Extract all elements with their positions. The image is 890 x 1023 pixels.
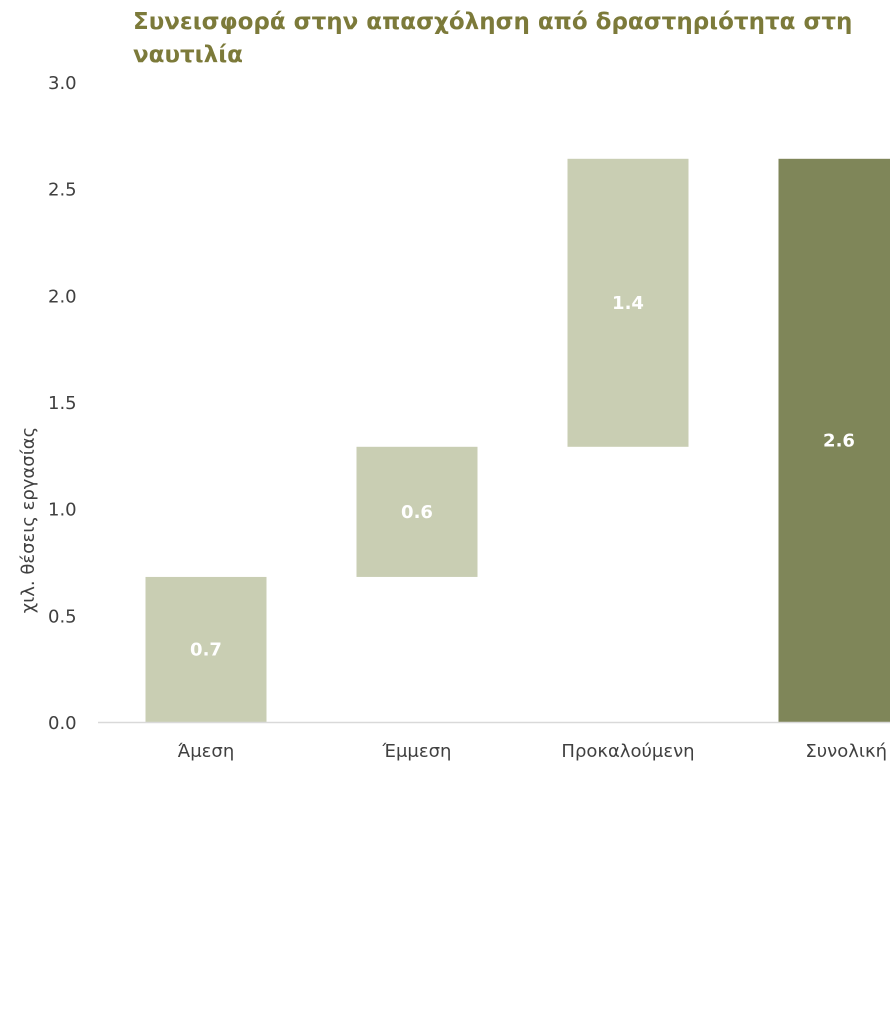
y-tick-label: 2.5 [48, 180, 77, 201]
y-axis-ticks: 0.0 0.5 1.0 1.5 2.0 2.5 3.0 [48, 73, 77, 734]
x-tick-label: Συνολική [805, 741, 887, 762]
y-tick-label: 0.5 [48, 606, 77, 627]
bar-data-label: 2.6 [823, 430, 855, 451]
chart-title: Συνεισφορά στην απασχόληση από δραστηριό… [133, 6, 873, 72]
y-axis-label: χιλ. θέσεις εργασίας [18, 427, 39, 613]
y-tick-label: 0.0 [48, 713, 77, 734]
bars: 0.7 0.6 1.4 2.6 [146, 159, 890, 722]
y-tick-label: 1.0 [48, 500, 77, 521]
x-tick-label: Έμμεση [382, 741, 452, 762]
y-tick-label: 3.0 [48, 73, 77, 94]
x-tick-label: Προκαλούμενη [561, 741, 694, 762]
bar-data-label: 0.7 [190, 639, 222, 660]
bar-data-label: 0.6 [401, 502, 433, 523]
y-tick-label: 2.0 [48, 286, 77, 307]
x-axis-ticks: Άμεση Έμμεση Προκαλούμενη Συνολική [178, 741, 887, 762]
y-tick-label: 1.5 [48, 393, 77, 414]
bar-data-label: 1.4 [612, 293, 644, 314]
x-tick-label: Άμεση [178, 741, 234, 762]
